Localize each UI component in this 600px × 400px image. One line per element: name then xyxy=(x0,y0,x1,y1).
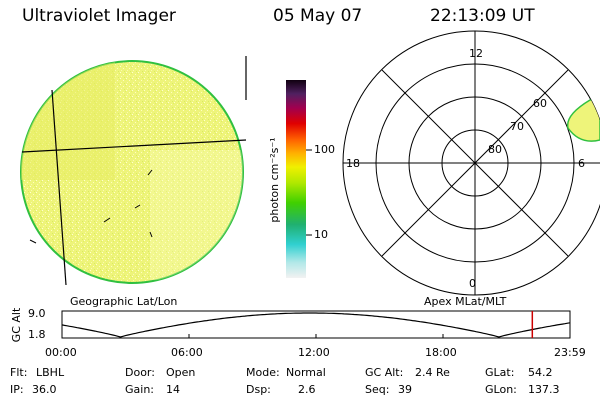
polar-plot xyxy=(342,30,600,296)
time-axis-ticks xyxy=(61,334,571,338)
coastline-fragments xyxy=(29,169,153,244)
polar-diagonal-2 xyxy=(381,69,569,257)
mlat-label-70: 70 xyxy=(510,120,524,133)
time-tick-label: 12:00 xyxy=(298,346,330,359)
glon-label: GLon: xyxy=(485,383,517,396)
altitude-curve xyxy=(61,312,571,338)
glon-value: 137.3 xyxy=(528,383,560,396)
time-tick-label: 00:00 xyxy=(45,346,77,359)
gcalt-label: GC Alt: xyxy=(365,366,404,379)
gcalt-value: 2.4 Re xyxy=(415,366,450,379)
gain-value: 14 xyxy=(166,383,180,396)
ip-value: 36.0 xyxy=(32,383,57,396)
mlat-label-60: 60 xyxy=(533,97,547,110)
colorbar xyxy=(286,80,312,278)
door-label: Door: xyxy=(125,366,155,379)
mlt-label-18: 18 xyxy=(346,157,360,170)
colorbar-tick-label-10: 10 xyxy=(314,228,328,241)
door-value: Open xyxy=(166,366,196,379)
time-tick-label: 23:59 xyxy=(554,346,586,359)
mlat-label-80: 80 xyxy=(488,143,502,156)
dsp-value: 2.6 xyxy=(298,383,316,396)
altitude-plot-frame xyxy=(61,310,571,339)
ip-label: IP: xyxy=(10,383,24,396)
colorbar-tick-label-100: 100 xyxy=(314,143,335,156)
date-label: 05 May 07 xyxy=(273,6,363,26)
mlt-label-0: 0 xyxy=(469,277,476,290)
time-label: 22:13:09 UT xyxy=(430,6,535,26)
geographic-caption: Geographic Lat/Lon xyxy=(70,295,178,308)
glat-value: 54.2 xyxy=(528,366,553,379)
time-tick-label: 06:00 xyxy=(171,346,203,359)
altitude-ylabel: GC Alt xyxy=(10,307,23,342)
glat-label: GLat: xyxy=(485,366,515,379)
mlt-label-12: 12 xyxy=(469,47,483,60)
gain-label: Gain: xyxy=(125,383,154,396)
colorbar-unit-label: photon cm⁻²s⁻¹ xyxy=(268,137,281,222)
dsp-label: Dsp: xyxy=(246,383,271,396)
seq-value: 39 xyxy=(398,383,412,396)
longitude-line xyxy=(51,89,67,286)
time-tick-label: 18:00 xyxy=(425,346,457,359)
mode-value: Normal xyxy=(286,366,326,379)
altitude-ymin-label: 1.8 xyxy=(28,328,46,341)
altitude-ymax-label: 9.0 xyxy=(28,307,46,320)
seq-label: Seq: xyxy=(365,383,390,396)
earth-disk-image xyxy=(20,56,247,286)
flt-label: Flt: xyxy=(10,366,28,379)
apex-caption: Apex MLat/MLT xyxy=(424,295,507,308)
latitude-line xyxy=(21,139,247,153)
mlt-label-6: 6 xyxy=(578,157,585,170)
instrument-title: Ultraviolet Imager xyxy=(22,6,176,26)
mode-label: Mode: xyxy=(246,366,280,379)
polar-aurora-patch xyxy=(566,99,600,142)
flt-value: LBHL xyxy=(36,366,65,379)
altitude-plot xyxy=(61,310,571,339)
